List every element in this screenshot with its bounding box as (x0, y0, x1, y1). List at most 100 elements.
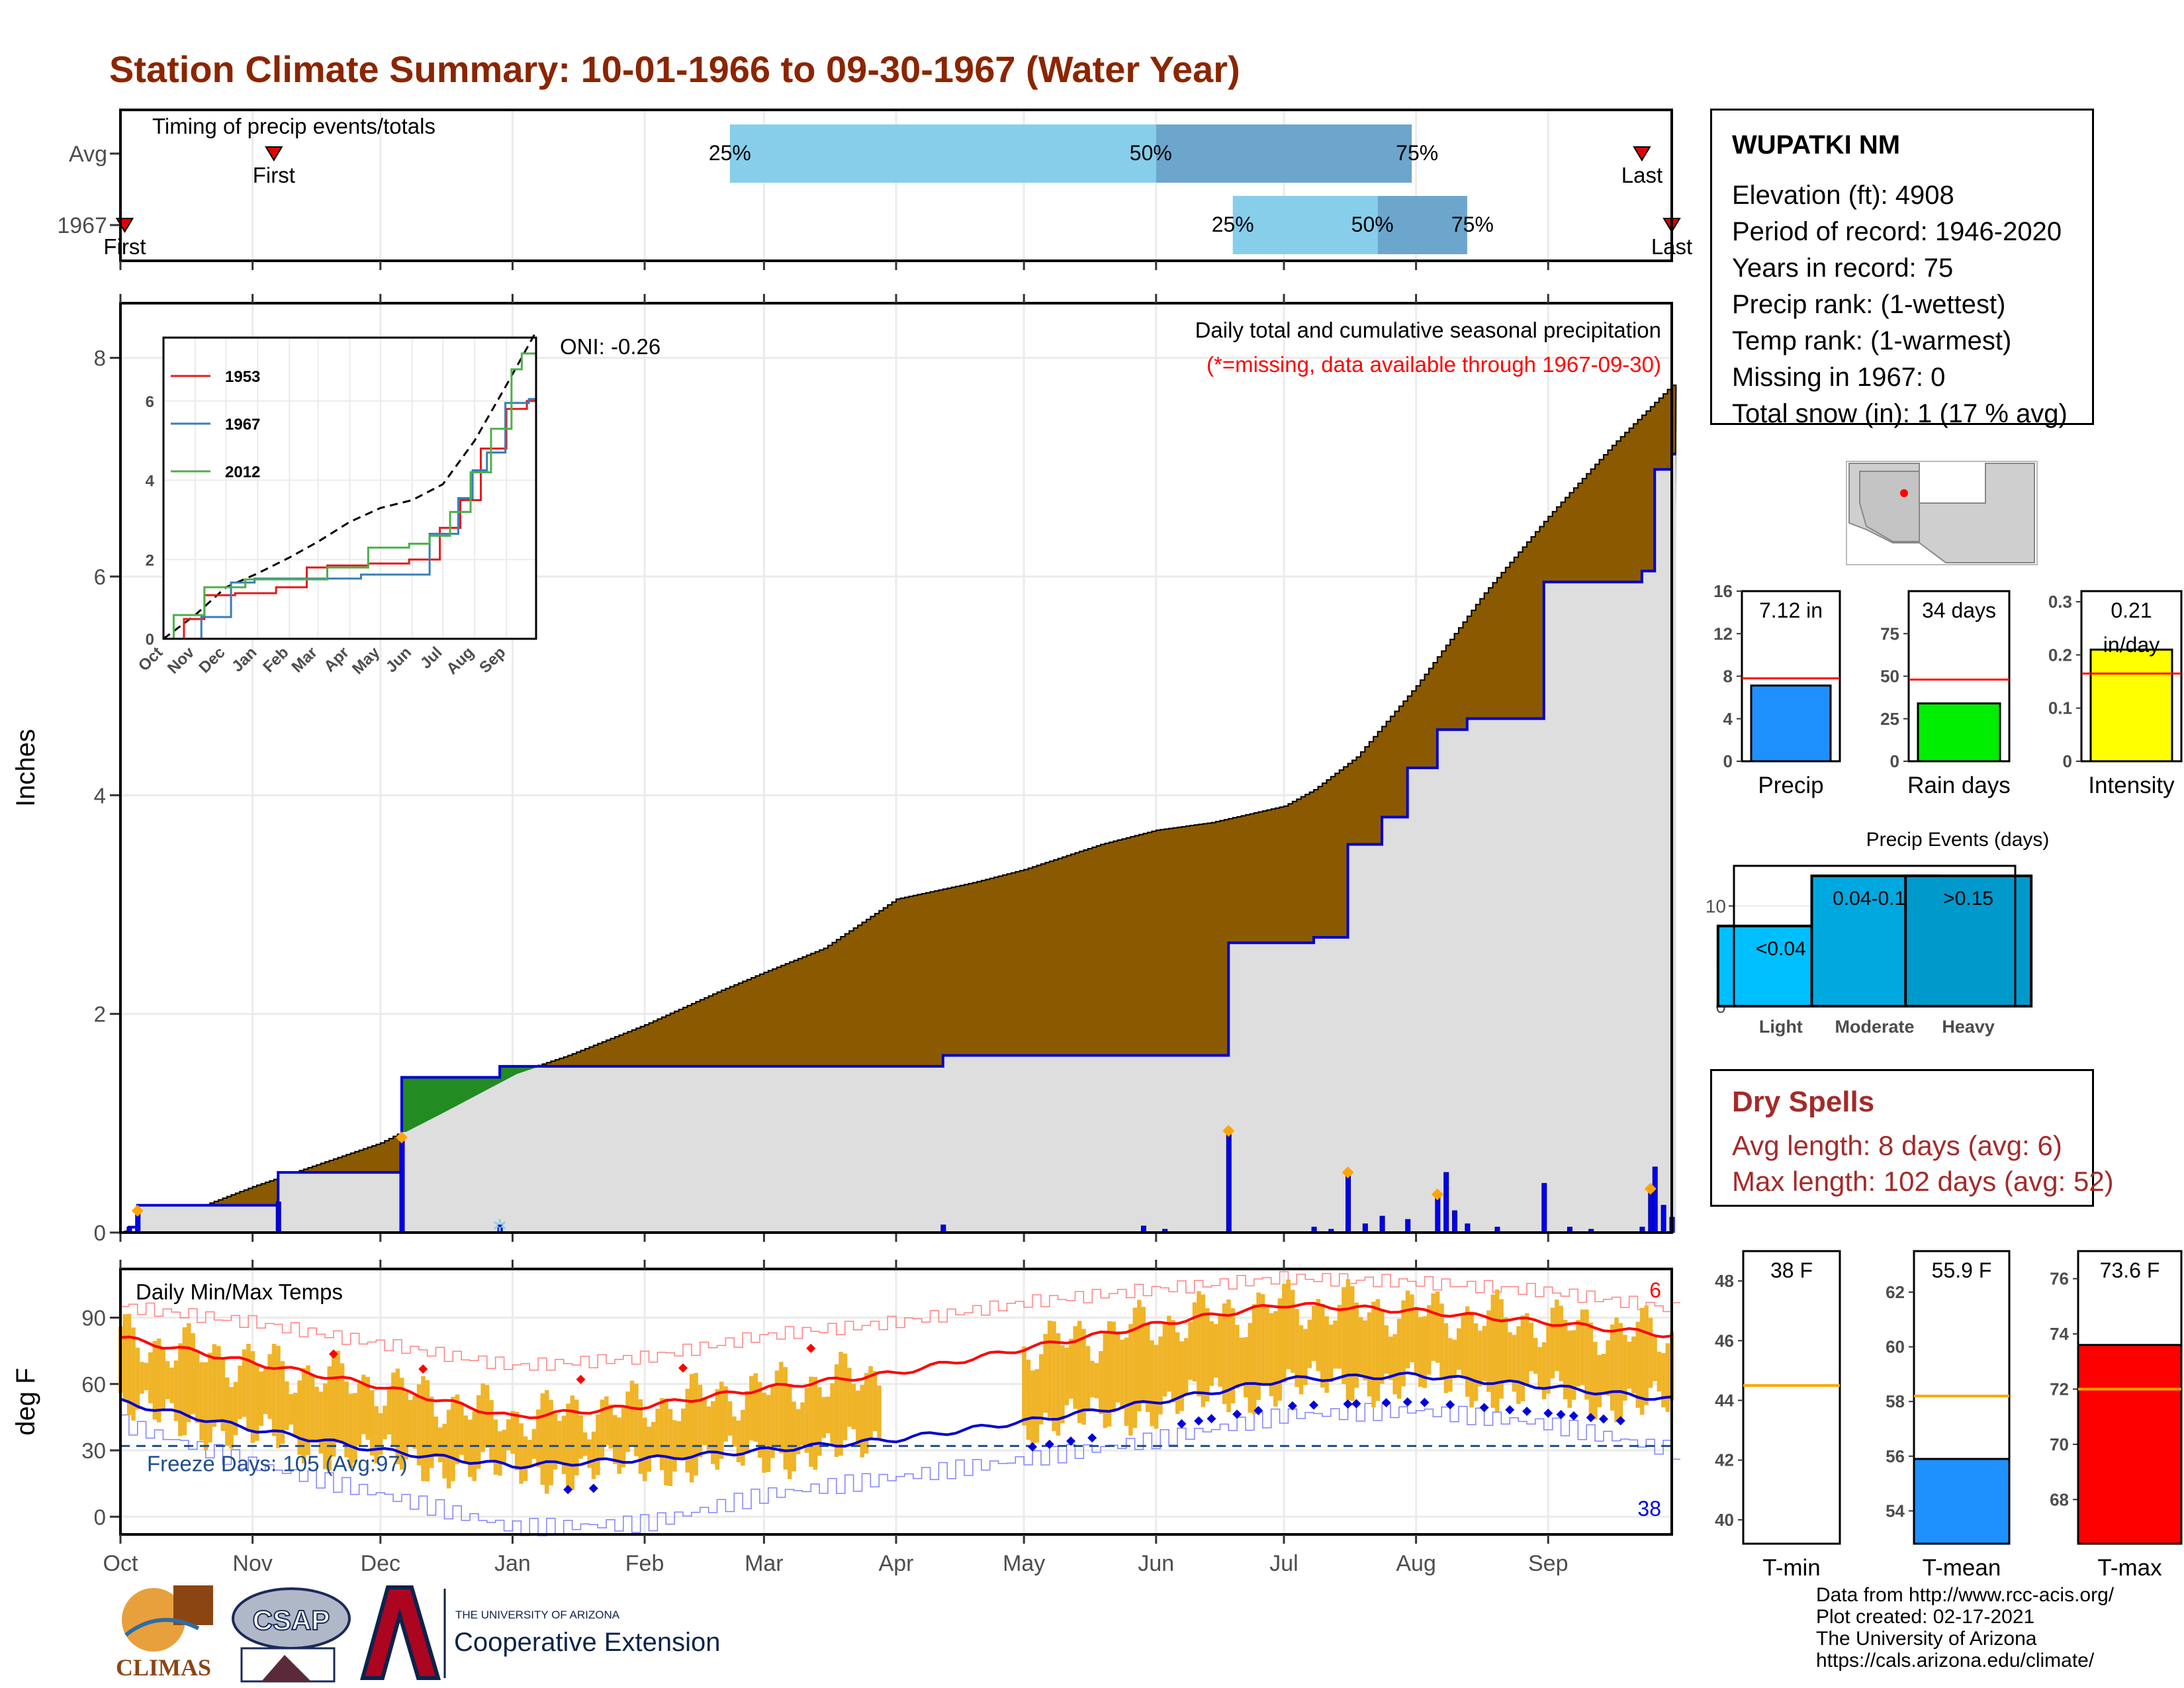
daily-temp-bar (463, 1415, 469, 1463)
daily-temp-bar (293, 1392, 298, 1436)
daily-temp-bar (1618, 1323, 1623, 1418)
daily-temp-bar (582, 1432, 588, 1456)
daily-temp-bar (732, 1416, 737, 1447)
timing-bar-25-50 (729, 124, 1156, 183)
daily-temp-bar (1644, 1305, 1649, 1405)
daily-temp-bar (549, 1399, 553, 1485)
daily-temp-bar (1384, 1325, 1389, 1374)
daily-temp-bar (484, 1385, 490, 1448)
record-low-marker (1402, 1397, 1412, 1407)
daily-precip-bar (1345, 1172, 1351, 1233)
record-low-marker (588, 1483, 598, 1493)
daily-temp-bar (468, 1419, 473, 1477)
month-label: Mar (745, 1551, 784, 1576)
record-low-marker (1066, 1436, 1076, 1446)
daily-temp-bar (336, 1350, 340, 1443)
daily-temp-bar (280, 1361, 285, 1444)
daily-temp-bar (1034, 1369, 1040, 1443)
daily-temp-bar (361, 1374, 366, 1434)
daily-temp-bar (1030, 1370, 1035, 1450)
record-low-marker (1569, 1411, 1578, 1421)
timing-bar-50-75 (1156, 124, 1412, 183)
record-high-count: 6 (1649, 1278, 1661, 1302)
daily-temp-bar (1298, 1325, 1304, 1395)
daily-temp-bar (1422, 1316, 1428, 1388)
daily-temp-bar (800, 1402, 805, 1446)
daily-temp-bar (480, 1383, 485, 1452)
daily-temp-bar (604, 1396, 609, 1445)
daily-record-marker (131, 1204, 144, 1217)
inset-ytick-label: 0 (146, 631, 154, 649)
daily-temp-bar (1222, 1303, 1227, 1405)
daily-temp-bar (220, 1360, 226, 1431)
daily-temp-bar (161, 1347, 165, 1411)
record-low-marker (1343, 1399, 1353, 1409)
daily-temp-bar (126, 1313, 132, 1416)
tsummary-ytick-label: 74 (2050, 1324, 2069, 1344)
daily-temp-bar (1205, 1308, 1210, 1402)
daily-temp-bar (770, 1385, 775, 1458)
daily-temp-bar (1465, 1306, 1470, 1397)
station-period: Period of record: 1946-2020 (1732, 217, 2062, 246)
daily-temp-bar (1469, 1311, 1474, 1408)
daily-temp-bar (536, 1409, 541, 1468)
daily-temp-bar (676, 1421, 682, 1458)
month-label: Feb (625, 1551, 664, 1576)
daily-temp-bar (527, 1440, 532, 1468)
daily-temp-bar (842, 1353, 848, 1440)
daily-temp-bar (745, 1391, 750, 1454)
daily-temp-bar (1107, 1321, 1112, 1427)
daily-temp-bar (1388, 1336, 1393, 1380)
month-label: Jul (1269, 1551, 1298, 1576)
record-low-marker (563, 1485, 573, 1495)
daily-temp-bar (1192, 1302, 1197, 1382)
daily-temp-bar (357, 1383, 362, 1446)
credit-data-source: Data from http://www.rcc-acis.org/ (1816, 1584, 2115, 1606)
precip-ytick-label: 6 (94, 565, 106, 589)
daily-temp-bar (1069, 1338, 1073, 1399)
daily-temp-bar (1601, 1354, 1606, 1395)
daily-temp-bar (1218, 1315, 1222, 1387)
timing-first-label: First (103, 234, 146, 259)
daily-temp-bar (348, 1393, 353, 1468)
tsummary-ytick-label: 42 (1715, 1450, 1734, 1470)
tsummary-value-label: 55.9 F (1932, 1258, 1992, 1282)
daily-temp-bar (1303, 1329, 1308, 1385)
daily-temp-bar (1606, 1340, 1610, 1396)
daily-temp-bar (711, 1401, 715, 1464)
record-low-marker (1543, 1408, 1553, 1418)
daily-temp-bar (591, 1431, 596, 1479)
timing-bar-50-75 (1377, 196, 1467, 254)
daily-temp-bar (285, 1381, 289, 1430)
month-label: Nov (232, 1551, 272, 1576)
tsummary-ytick-label: 72 (2050, 1379, 2069, 1399)
daily-temp-bar (191, 1333, 195, 1415)
daily-temp-bar (1197, 1291, 1201, 1397)
tsummary-bar (1913, 1458, 2011, 1545)
timing-first-marker (265, 146, 283, 162)
daily-temp-bar (289, 1394, 294, 1425)
daily-record-marker (1222, 1125, 1235, 1137)
daily-temp-bar (246, 1344, 251, 1430)
record-low-marker (1028, 1442, 1038, 1452)
events-category-label: Light (1759, 1017, 1803, 1037)
events-category-label: Heavy (1942, 1017, 1995, 1037)
daily-precip-bar (275, 1201, 281, 1233)
daily-precip-bar (399, 1137, 405, 1233)
daily-temp-bar (774, 1370, 780, 1448)
locator-map (1846, 461, 2038, 565)
cumulative-1967-area (120, 453, 1676, 1233)
daily-temp-bar (327, 1366, 332, 1471)
record-low-marker (1253, 1405, 1263, 1415)
daily-temp-bar (1064, 1347, 1069, 1405)
inset-frame (162, 336, 537, 640)
daily-temp-bar (749, 1376, 754, 1441)
daily-temp-bar (685, 1389, 690, 1473)
daily-temp-bar (182, 1327, 187, 1436)
daily-temp-bar (1457, 1328, 1461, 1370)
daily-temp-bar (242, 1349, 247, 1417)
daily-temp-bar (1115, 1331, 1120, 1403)
daily-temp-bar (1529, 1323, 1533, 1372)
inset-legend-label: 1967 (225, 416, 260, 434)
daily-temp-bar (1371, 1301, 1376, 1407)
